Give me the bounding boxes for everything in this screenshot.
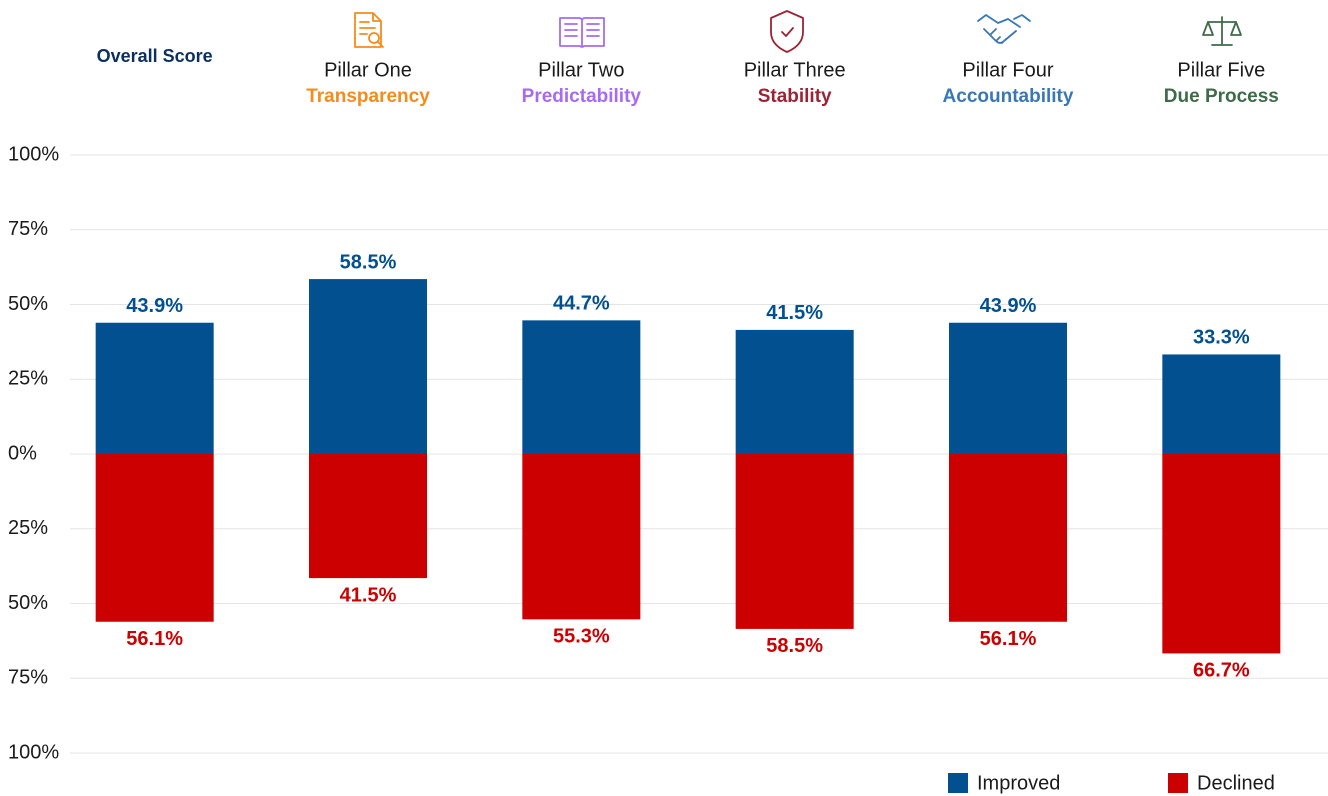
y-tick-label: 100%: [8, 741, 59, 763]
value-label: 56.1%: [126, 628, 183, 650]
icon-stability: [770, 10, 804, 53]
category-label: Overall Score: [97, 46, 213, 66]
category-label: Pillar Five: [1177, 59, 1265, 81]
value-label: 58.5%: [766, 635, 823, 657]
category-subtitle: Accountability: [943, 86, 1074, 107]
bar: [95, 454, 214, 622]
y-tick-label: 25%: [8, 517, 48, 539]
bar: [1162, 454, 1281, 654]
y-tick-label: 75%: [8, 667, 48, 689]
bar: [735, 454, 854, 629]
icon-accountability: [977, 14, 1031, 44]
icon-predictability: [559, 17, 605, 48]
y-tick-label: 0%: [8, 442, 37, 464]
icon-transparency: [354, 12, 384, 48]
value-label: 56.1%: [980, 628, 1037, 650]
legend-label: Declined: [1197, 772, 1275, 794]
bar: [735, 329, 854, 454]
bar: [1162, 354, 1281, 454]
icons: [354, 10, 1242, 53]
bar: [949, 454, 1067, 622]
category-subtitle: Due Process: [1164, 86, 1279, 107]
category-label: Pillar Two: [538, 59, 624, 81]
category-label: Pillar Four: [962, 59, 1053, 81]
legend-swatch: [948, 773, 968, 793]
value-label: 41.5%: [766, 302, 823, 324]
value-label: 55.3%: [553, 626, 610, 648]
y-tick-label: 50%: [8, 592, 48, 614]
bar: [309, 279, 427, 454]
value-label: 43.9%: [980, 295, 1037, 317]
value-label: 44.7%: [553, 293, 610, 315]
legend-label: Improved: [977, 772, 1060, 794]
bar: [522, 320, 641, 454]
value-label: 41.5%: [340, 584, 397, 606]
value-label: 33.3%: [1193, 327, 1250, 349]
bar: [95, 322, 214, 454]
value-label: 66.7%: [1193, 660, 1250, 682]
bar: [522, 454, 641, 620]
icon-due-process: [1202, 16, 1242, 46]
y-tick-label: 25%: [8, 368, 48, 390]
category-subtitle: Transparency: [306, 86, 430, 107]
value-label: 43.9%: [126, 295, 183, 317]
category-label: Pillar One: [324, 59, 412, 81]
category-subtitle: Stability: [758, 86, 832, 107]
value-label: 58.5%: [340, 251, 397, 273]
legend-swatch: [1168, 773, 1188, 793]
y-tick-label: 50%: [8, 293, 48, 315]
bar: [949, 322, 1067, 454]
bar: [309, 454, 427, 579]
y-tick-label: 75%: [8, 218, 48, 240]
category-subtitle: Predictability: [522, 86, 642, 107]
category-label: Pillar Three: [744, 59, 846, 81]
y-tick-label: 100%: [8, 143, 59, 165]
